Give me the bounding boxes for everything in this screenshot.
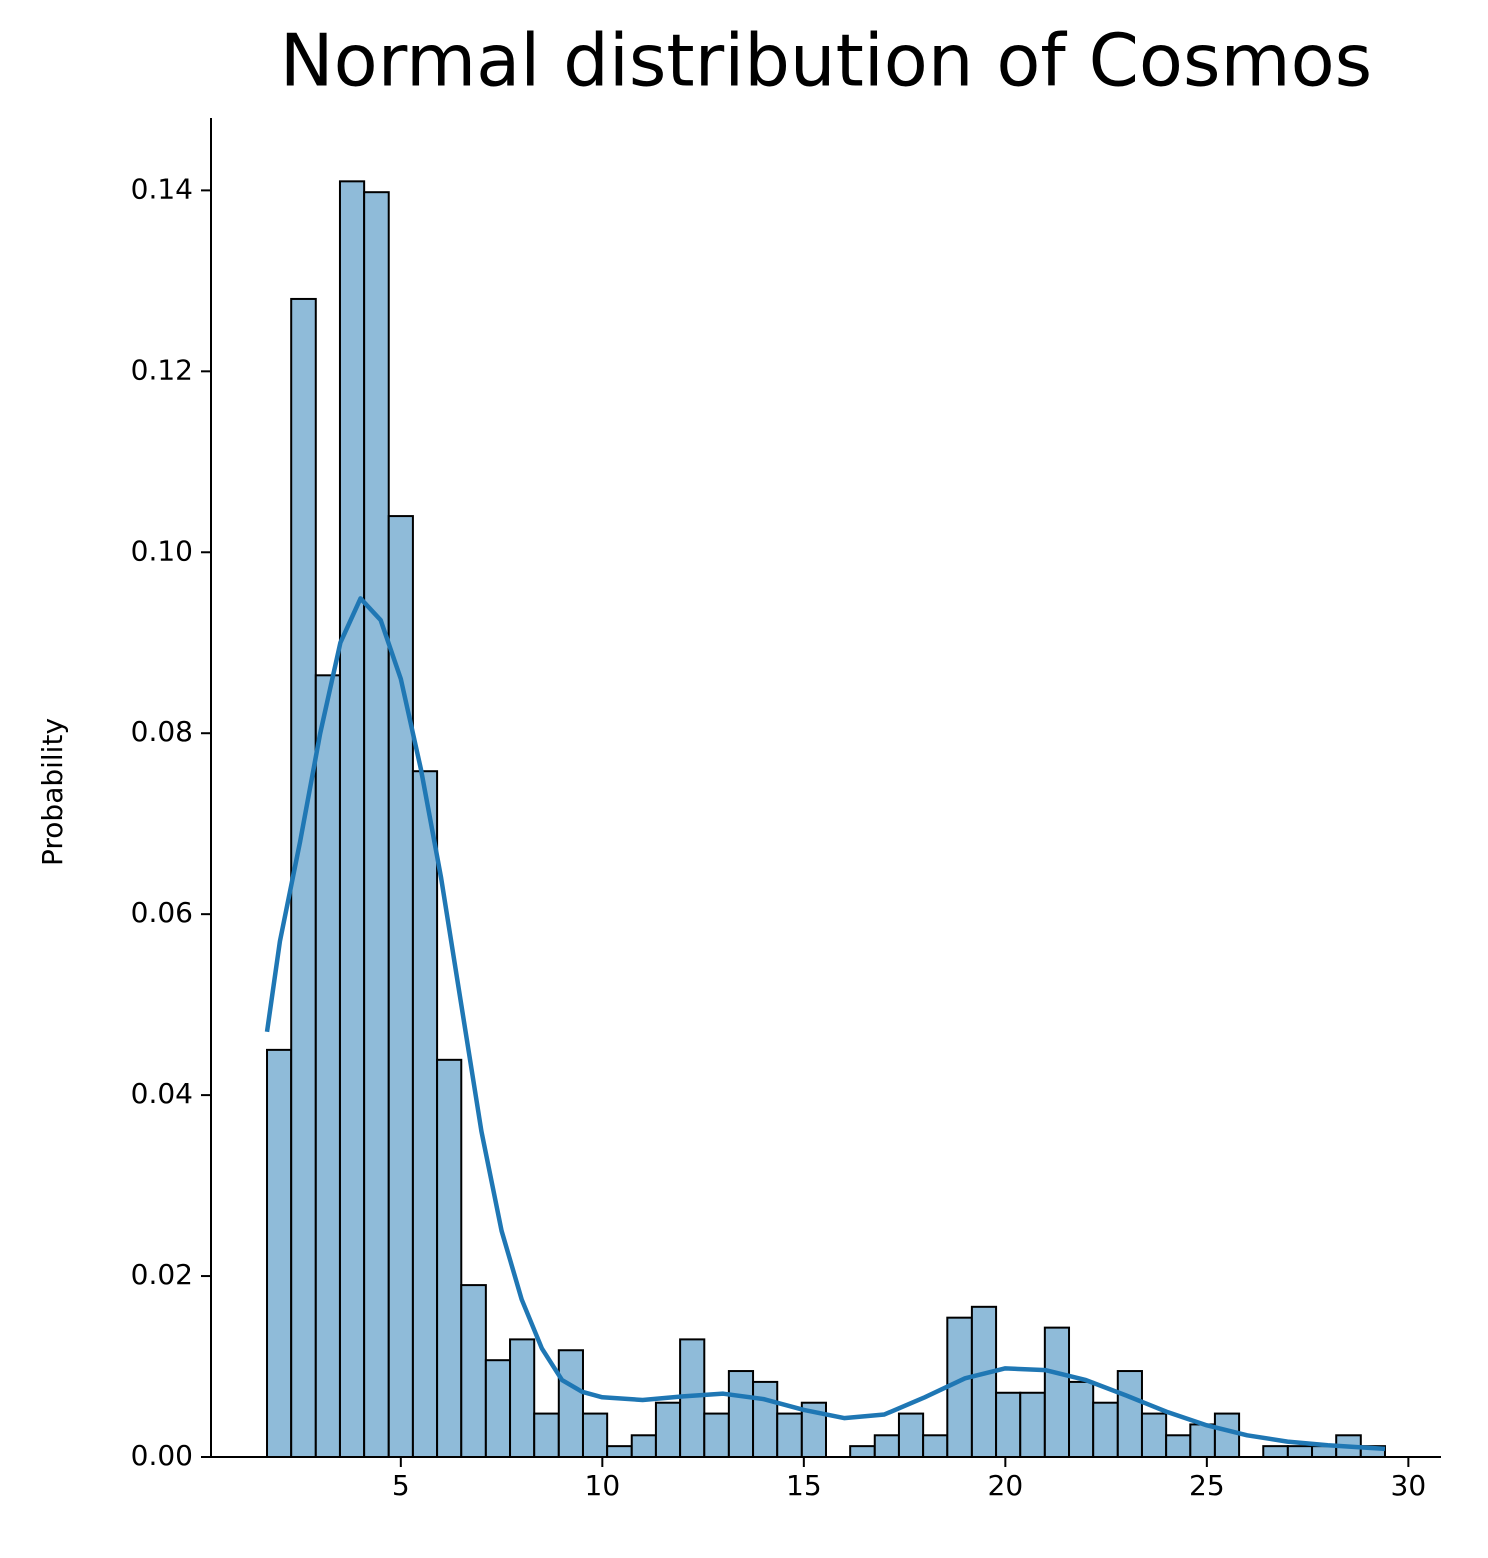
bar [557,1349,584,1459]
bar [436,1058,463,1458]
bar [266,1048,293,1458]
y-tick-label: 0.14 [131,172,193,205]
x-tick-label: 15 [786,1469,822,1502]
x-tick-label: 30 [1391,1469,1427,1502]
y-tick-label: 0.06 [131,896,193,929]
bar [752,1380,779,1459]
x-tick-label: 10 [585,1469,621,1502]
bar [484,1359,512,1459]
y-axis-label: Probability [36,718,69,866]
bar [630,1434,657,1459]
bar [1189,1423,1216,1458]
bar [338,180,366,1459]
bar [606,1445,633,1458]
bar [1116,1370,1143,1458]
bar [314,674,341,1458]
bar [1068,1380,1095,1459]
kde-line [264,596,1386,1452]
bar [849,1445,876,1458]
bar [363,191,390,1458]
bar [776,1412,803,1459]
bar [727,1370,755,1458]
bar [873,1434,900,1459]
bar [1092,1401,1119,1458]
bar [1262,1445,1289,1458]
y-tick-label: 0.04 [131,1077,193,1110]
bar [1019,1391,1046,1458]
bar [411,770,439,1458]
bar [1213,1412,1241,1459]
bar [509,1338,536,1458]
chart-title: Normal distribution of Cosmos [280,19,1372,103]
bar [1286,1445,1314,1458]
x-tick-label: 5 [392,1469,410,1502]
bar [533,1412,560,1459]
y-tick-label: 0.02 [131,1258,193,1291]
bar [995,1391,1022,1458]
y-tick-label: 0.10 [131,534,193,567]
y-tick-label: 0.00 [131,1439,193,1472]
bar [970,1305,998,1458]
x-tick-label: 20 [988,1469,1024,1502]
bar [703,1412,730,1459]
bar [922,1434,949,1459]
bar [581,1412,609,1459]
x-tick-label: 25 [1189,1469,1225,1502]
bar [897,1412,925,1459]
bar [1043,1326,1071,1459]
bar [460,1284,487,1458]
bar [1165,1434,1192,1459]
y-tick-label: 0.12 [131,353,193,386]
bar [654,1401,682,1458]
y-tick-label: 0.08 [131,715,193,748]
bar [1140,1412,1168,1459]
